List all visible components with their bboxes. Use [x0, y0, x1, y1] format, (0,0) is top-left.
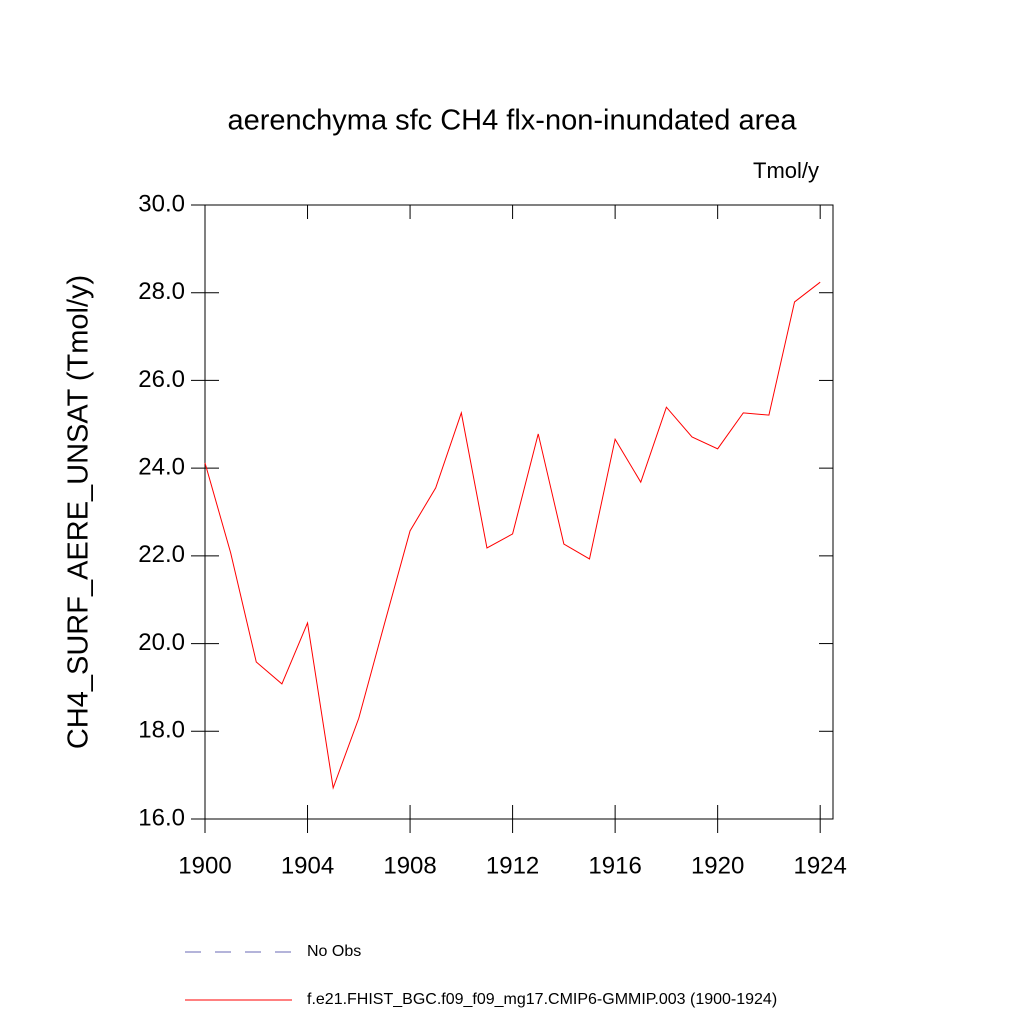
- legend-label: f.e21.FHIST_BGC.f09_f09_mg17.CMIP6-GMMIP…: [307, 991, 777, 1008]
- legend-label: No Obs: [307, 943, 361, 960]
- y-tick-label: 22.0: [138, 541, 185, 568]
- y-tick-label: 30.0: [138, 190, 185, 217]
- x-tick-label: 1904: [281, 852, 334, 879]
- y-tick-label: 28.0: [138, 278, 185, 305]
- x-tick-label: 1916: [588, 852, 641, 879]
- y-tick-label: 16.0: [138, 804, 185, 831]
- y-tick-label: 26.0: [138, 366, 185, 393]
- y-tick-label: 18.0: [138, 717, 185, 744]
- x-tick-label: 1912: [486, 852, 539, 879]
- x-tick-label: 1908: [383, 852, 436, 879]
- y-tick-label: 20.0: [138, 629, 185, 656]
- data-line: [204, 281, 821, 790]
- x-tick-label: 1920: [691, 852, 744, 879]
- y-axis-label: CH4_SURF_AERE_UNSAT (Tmol/y): [63, 275, 95, 749]
- plot-frame: [204, 204, 834, 820]
- units-label: Tmol/y: [753, 158, 819, 183]
- y-tick-label: 24.0: [138, 453, 185, 480]
- chart-title: aerenchyma sfc CH4 flx-non-inundated are…: [227, 105, 797, 137]
- x-tick-label: 1900: [178, 852, 231, 879]
- x-tick-label: 1924: [793, 852, 846, 879]
